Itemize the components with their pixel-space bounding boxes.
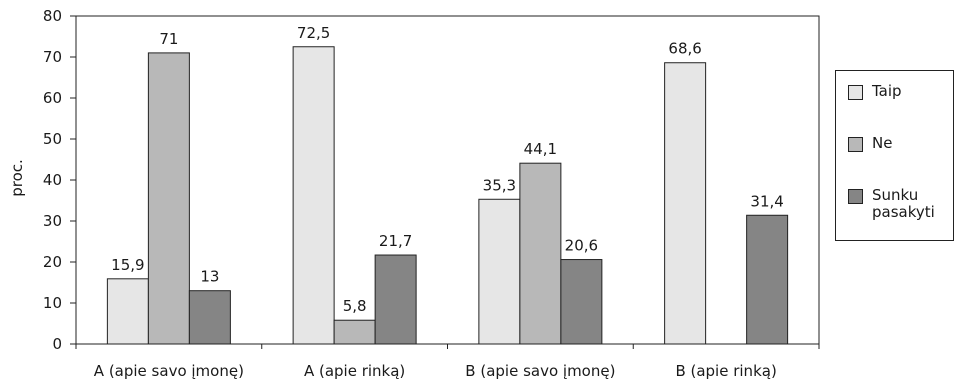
y-tick-label: 60 (43, 89, 62, 107)
legend-swatch (848, 137, 863, 152)
y-tick-label: 20 (43, 253, 62, 271)
data-label: 31,4 (750, 192, 783, 210)
legend-label: Sunku pasakyti (872, 186, 935, 221)
data-label: 21,7 (379, 232, 412, 250)
data-label: 5,8 (343, 297, 367, 315)
y-axis-title: proc. (8, 159, 26, 197)
data-label: 13 (200, 268, 219, 286)
legend-label: Taip (872, 82, 902, 100)
bar (147, 52, 190, 345)
bar (519, 162, 562, 345)
y-tick-label: 70 (43, 48, 62, 66)
legend: Taip Ne Sunku pasakyti (835, 70, 954, 241)
y-tick-label: 50 (43, 130, 62, 148)
x-category-label: A (apie rinką) (304, 362, 405, 380)
bar (106, 278, 149, 345)
data-label: 35,3 (483, 176, 516, 194)
y-tick-label: 40 (43, 171, 62, 189)
bar (292, 46, 335, 345)
legend-swatch (848, 189, 863, 204)
y-tick-label: 0 (52, 335, 62, 353)
x-category-label: A (apie savo įmonę) (94, 362, 244, 380)
x-category-label: B (apie savo įmonę) (465, 362, 615, 380)
bar (188, 290, 231, 345)
bar (374, 254, 417, 345)
bar (746, 214, 789, 345)
data-label: 72,5 (297, 24, 330, 42)
data-label: 15,9 (111, 256, 144, 274)
legend-item: Sunku pasakyti (848, 187, 952, 221)
bar (664, 62, 707, 345)
y-tick-label: 30 (43, 212, 62, 230)
bar (478, 198, 521, 345)
plot-area: 0 10 20 30 40 50 60 70 80 A (apie savo įmonę) 15,9… (43, 7, 820, 380)
legend-item: Taip (848, 83, 952, 100)
data-label: 44,1 (524, 140, 557, 158)
bar (560, 259, 603, 345)
legend-item: Ne (848, 135, 952, 152)
legend-swatch (848, 85, 863, 100)
data-label: 20,6 (565, 237, 598, 255)
x-category-label: B (apie rinką) (675, 362, 776, 380)
data-label: 71 (159, 30, 178, 48)
y-tick-label: 80 (43, 7, 62, 25)
bar (333, 319, 376, 345)
legend-label: Ne (872, 134, 893, 152)
data-label: 68,6 (668, 40, 701, 58)
y-tick-label: 10 (43, 294, 62, 312)
